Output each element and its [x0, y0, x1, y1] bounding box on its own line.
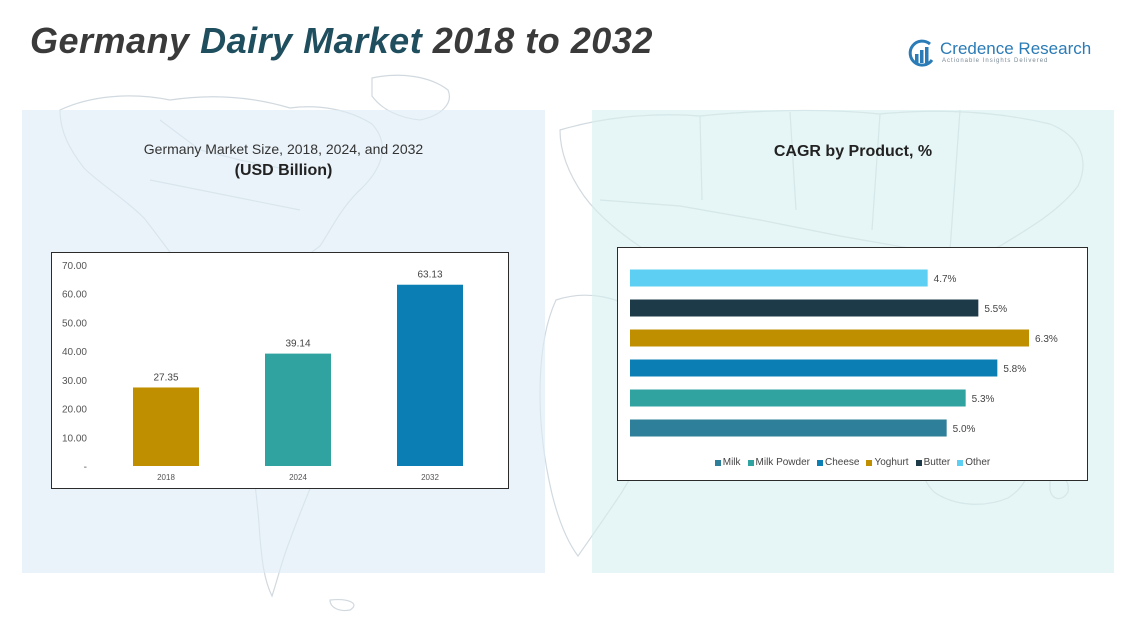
y-tick-label: 20.00: [62, 405, 87, 416]
cagr-chart-frame: 4.7% 5.5% 6.3% 5.8% 5.3% 5.0% Milk Milk Powder…: [617, 247, 1088, 481]
cagr-data-label: 5.0%: [953, 424, 976, 435]
title-accent: Dairy Market: [200, 20, 423, 61]
bar-data-label: 27.35: [153, 372, 178, 383]
legend-item: Butter: [915, 457, 951, 468]
legend-label: Milk: [722, 457, 741, 468]
cagr-data-label: 5.8%: [1003, 364, 1026, 375]
cagr-data-label: 4.7%: [934, 274, 957, 285]
y-tick-label: 30.00: [62, 376, 87, 387]
cagr-data-label: 5.3%: [972, 394, 995, 405]
title-prefix: Germany: [30, 20, 201, 61]
legend-item: Yoghurt: [866, 457, 909, 468]
legend-swatch: [747, 459, 754, 466]
legend-item: Other: [957, 457, 990, 468]
cagr-bar-milk: [630, 419, 947, 437]
y-tick-label: 60.00: [62, 290, 87, 301]
legend-swatch: [714, 459, 721, 466]
legend-swatch: [915, 459, 922, 466]
cagr-bar-butter: [630, 299, 979, 317]
market-size-chart-unit: (USD Billion): [234, 162, 333, 179]
legend-label: Cheese: [824, 457, 860, 468]
market-size-panel: Germany Market Size, 2018, 2024, and 203…: [22, 110, 545, 573]
cagr-chart-title: CAGR by Product, %: [773, 143, 933, 160]
legend-label: Yoghurt: [874, 457, 909, 468]
y-tick-label: 40.00: [62, 347, 87, 358]
x-tick-label: 2018: [157, 473, 175, 482]
market-size-chart-frame: - 10.00 20.00 30.00 40.00 50.00 60.00 70.00 27.3…: [51, 252, 509, 489]
cagr-data-label: 6.3%: [1035, 334, 1058, 345]
cagr-bar-chart: 4.7% 5.5% 6.3% 5.8% 5.3% 5.0%: [630, 269, 1058, 437]
logo-tagline: Actionable Insights Delivered: [942, 58, 1049, 64]
legend-item: Cheese: [816, 457, 860, 468]
y-tick-label: 10.00: [62, 433, 87, 444]
legend-swatch: [816, 459, 823, 466]
bar-2032: [397, 284, 463, 466]
legend-item: Milk: [714, 457, 741, 468]
legend-item: Milk Powder: [747, 457, 810, 468]
page-title: Germany Dairy Market 2018 to 2032: [30, 20, 653, 62]
y-tick-label: 70.00: [62, 261, 87, 272]
logo-icon: [908, 39, 934, 67]
bar-data-label: 63.13: [417, 270, 442, 281]
legend-swatch: [866, 459, 873, 466]
legend-label: Milk Powder: [755, 457, 810, 468]
bar-data-label: 39.14: [285, 339, 310, 350]
legend-label: Butter: [923, 457, 951, 468]
cagr-panel: CAGR by Product, % 4.7% 5.5% 6.3% 5.8% 5.3% 5…: [592, 110, 1114, 573]
cagr-bar-yoghurt: [630, 329, 1029, 347]
y-tick-label: 50.00: [62, 318, 87, 329]
cagr-bar-milk-powder: [630, 389, 966, 407]
bar-2024: [265, 353, 331, 466]
cagr-bar-other: [630, 269, 928, 287]
credence-research-logo: Credence Research Actionable Insights De…: [906, 36, 1106, 72]
cagr-legend: Milk Milk Powder Cheese Yoghurt Butter Other: [618, 457, 1087, 468]
cagr-bar-cheese: [630, 359, 998, 377]
x-tick-label: 2032: [421, 473, 439, 482]
x-tick-label: 2024: [289, 473, 307, 482]
legend-swatch: [957, 459, 964, 466]
market-size-bar-chart: - 10.00 20.00 30.00 40.00 50.00 60.00 70.00 27.3…: [62, 261, 463, 482]
cagr-data-label: 5.5%: [984, 304, 1007, 315]
y-tick-label: -: [84, 462, 87, 473]
logo-name: Credence Research: [940, 39, 1092, 58]
title-suffix: 2018 to 2032: [422, 20, 653, 61]
bar-2018: [133, 387, 199, 466]
market-size-chart-title: Germany Market Size, 2018, 2024, and 203…: [143, 141, 424, 157]
legend-label: Other: [965, 457, 991, 468]
